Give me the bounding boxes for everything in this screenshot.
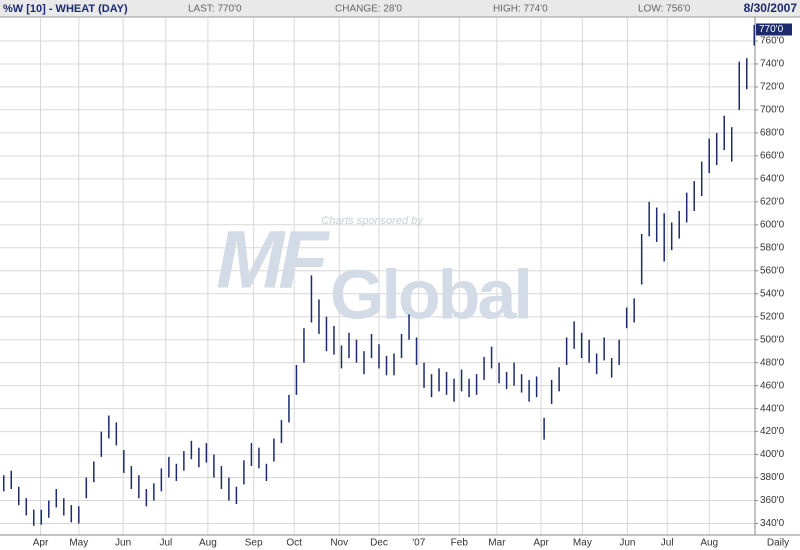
y-tick-label: 720'0 <box>760 82 785 93</box>
header-title: %W [10] - WHEAT (DAY) <box>3 3 128 15</box>
y-tick-label: 660'0 <box>760 151 785 162</box>
x-tick-label: Aug <box>199 538 217 549</box>
x-tick-label: Dec <box>370 538 388 549</box>
x-tick-label: Apr <box>533 538 549 549</box>
y-tick-label: 380'0 <box>760 472 785 483</box>
y-tick-label: 640'0 <box>760 173 785 184</box>
y-tick-label: 620'0 <box>760 196 785 207</box>
y-tick-label: 460'0 <box>760 380 785 391</box>
x-tick-label: Sep <box>245 538 263 549</box>
x-tick-label: May <box>573 538 592 549</box>
y-tick-label: 360'0 <box>760 495 785 506</box>
x-tick-label: Feb <box>451 538 469 549</box>
x-tick-label: Nov <box>330 538 348 549</box>
last-price-box <box>756 23 792 36</box>
y-tick-label: 480'0 <box>760 357 785 368</box>
x-tick-label: Jul <box>661 538 674 549</box>
x-tick-label: Mar <box>488 538 506 549</box>
y-tick-label: 440'0 <box>760 403 785 414</box>
y-tick-label: 600'0 <box>760 219 785 230</box>
x-axis-note: Daily <box>767 538 789 549</box>
header-last: LAST: 770'0 <box>188 4 242 15</box>
y-tick-label: 500'0 <box>760 334 785 345</box>
watermark-brand: Global <box>330 255 530 333</box>
x-tick-label: May <box>69 538 88 549</box>
y-tick-label: 760'0 <box>760 36 785 47</box>
header-date: 8/30/2007 <box>744 1 798 15</box>
y-tick-label: 580'0 <box>760 242 785 253</box>
y-tick-label: 540'0 <box>760 288 785 299</box>
y-tick-label: 340'0 <box>760 518 785 529</box>
watermark: Charts sponsored by MF Global <box>216 215 533 334</box>
y-tick-label: 400'0 <box>760 449 785 460</box>
watermark-brand: MF <box>216 215 330 306</box>
last-price-label: 770'0 <box>759 24 784 35</box>
x-tick-label: Aug <box>700 538 718 549</box>
x-tick-label: Apr <box>33 538 49 549</box>
header-high: HIGH: 774'0 <box>493 4 548 15</box>
header-bar <box>0 0 800 17</box>
header-change: CHANGE: 28'0 <box>335 4 402 15</box>
y-tick-label: 520'0 <box>760 311 785 322</box>
y-tick-label: 420'0 <box>760 426 785 437</box>
y-tick-label: 680'0 <box>760 128 785 139</box>
x-tick-label: Jul <box>159 538 172 549</box>
y-tick-label: 700'0 <box>760 105 785 116</box>
x-tick-label: '07 <box>412 538 425 549</box>
x-tick-label: Jun <box>115 538 131 549</box>
watermark-sponsor: Charts sponsored by <box>321 215 424 227</box>
x-tick-label: Jun <box>619 538 635 549</box>
header-low: LOW: 756'0 <box>638 4 691 15</box>
x-tick-label: Oct <box>286 538 302 549</box>
y-tick-label: 560'0 <box>760 265 785 276</box>
y-tick-label: 740'0 <box>760 59 785 70</box>
